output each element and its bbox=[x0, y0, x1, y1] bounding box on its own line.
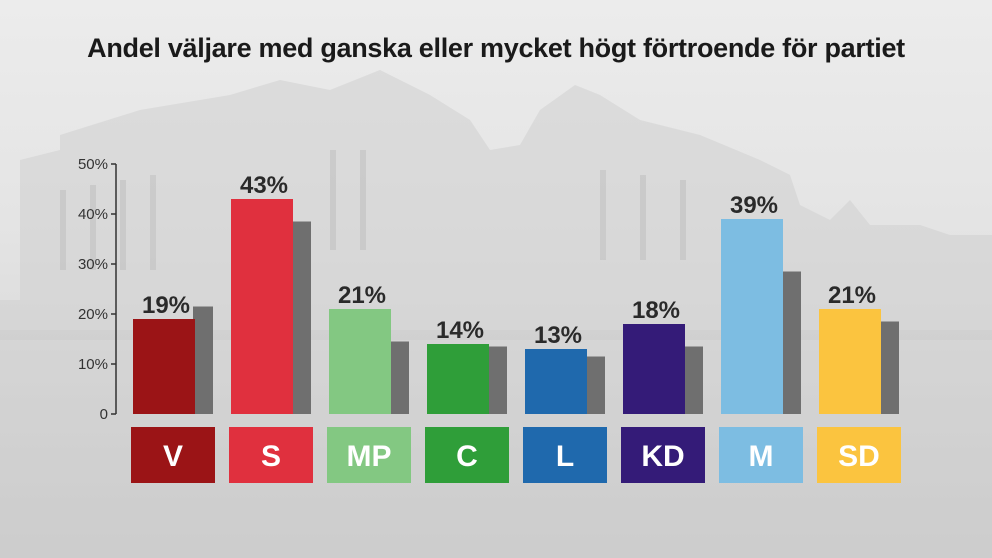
party-box bbox=[425, 427, 509, 483]
party-label: SD bbox=[838, 440, 880, 473]
comparison-bar bbox=[389, 341, 409, 414]
value-label: 18% bbox=[632, 297, 680, 324]
comparison-bar bbox=[683, 346, 703, 414]
y-tick-label: 30% bbox=[78, 256, 108, 273]
comparison-bar bbox=[879, 321, 899, 414]
party-box bbox=[719, 427, 803, 483]
y-tick-label: 0 bbox=[100, 406, 108, 423]
party-label: L bbox=[556, 440, 574, 473]
party-box bbox=[817, 427, 901, 483]
party-box bbox=[621, 427, 705, 483]
party-box bbox=[229, 427, 313, 483]
party-label: C bbox=[456, 440, 478, 473]
party-box bbox=[523, 427, 607, 483]
value-label: 43% bbox=[240, 172, 288, 199]
comparison-bar bbox=[487, 346, 507, 414]
bar-m bbox=[721, 219, 783, 414]
party-label: MP bbox=[347, 440, 392, 473]
bar-sd bbox=[819, 309, 881, 414]
chart-title: Andel väljare med ganska eller mycket hö… bbox=[87, 33, 905, 63]
bar-kd bbox=[623, 324, 685, 414]
value-label: 19% bbox=[142, 292, 190, 319]
bar-v bbox=[133, 319, 195, 414]
comparison-bar bbox=[291, 221, 311, 414]
bars: 19% 43% 21% 14% 13% 18% 39% 21% bbox=[133, 172, 899, 414]
value-label: 39% bbox=[730, 192, 778, 219]
party-box bbox=[131, 427, 215, 483]
party-label: V bbox=[163, 440, 183, 473]
value-label: 21% bbox=[338, 282, 386, 309]
y-tick-label: 20% bbox=[78, 306, 108, 323]
y-tick-label: 10% bbox=[78, 356, 108, 373]
comparison-bar bbox=[585, 356, 605, 414]
y-tick-label: 50% bbox=[78, 156, 108, 173]
y-tick-label: 40% bbox=[78, 206, 108, 223]
category-labels: V S MP C L KD M SD bbox=[131, 427, 901, 483]
value-label: 21% bbox=[828, 282, 876, 309]
bar-c bbox=[427, 344, 489, 414]
value-label: 13% bbox=[534, 322, 582, 349]
bar-l bbox=[525, 349, 587, 414]
comparison-bar bbox=[781, 271, 801, 414]
y-axis: 0 10% 20% 30% 40% 50% bbox=[78, 156, 117, 423]
party-label: KD bbox=[641, 440, 684, 473]
party-label: S bbox=[261, 440, 281, 473]
bar-mp bbox=[329, 309, 391, 414]
bar-s bbox=[231, 199, 293, 414]
party-label: M bbox=[749, 440, 774, 473]
value-label: 14% bbox=[436, 317, 484, 344]
party-box bbox=[327, 427, 411, 483]
comparison-bar bbox=[193, 306, 213, 414]
